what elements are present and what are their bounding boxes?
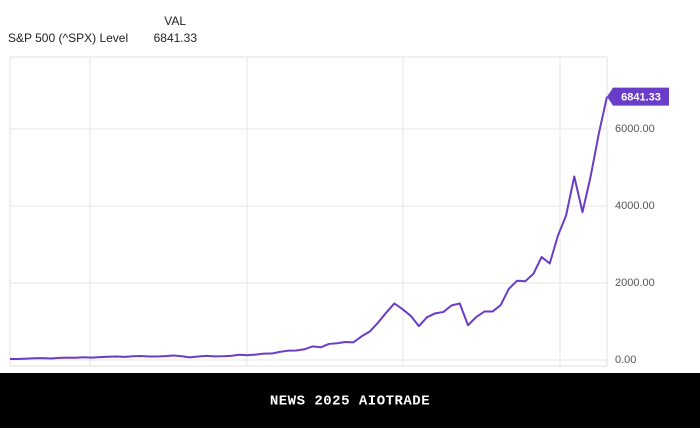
last-value-flag — [607, 87, 669, 106]
plot-frame — [9, 56, 608, 367]
footer-text: NEWS 2025 AIOTRADE — [270, 394, 430, 410]
last-value-label: 6841.33 — [621, 92, 661, 104]
y-tick-label: 4000.00 — [615, 200, 655, 212]
y-tick-label: 6000.00 — [615, 123, 655, 135]
plot: 0.00 2000.00 4000.00 6000.00 6841.33 — [9, 87, 669, 366]
footer-band — [0, 373, 700, 428]
series-line — [9, 96, 608, 361]
y-tick-label: 0.00 — [615, 354, 636, 366]
legend-header: VAL — [164, 14, 186, 28]
legend-series-name: S&P 500 (^SPX) Level — [8, 31, 128, 45]
legend-value: 6841.33 — [154, 31, 198, 45]
y-tick-label: 2000.00 — [615, 277, 655, 289]
